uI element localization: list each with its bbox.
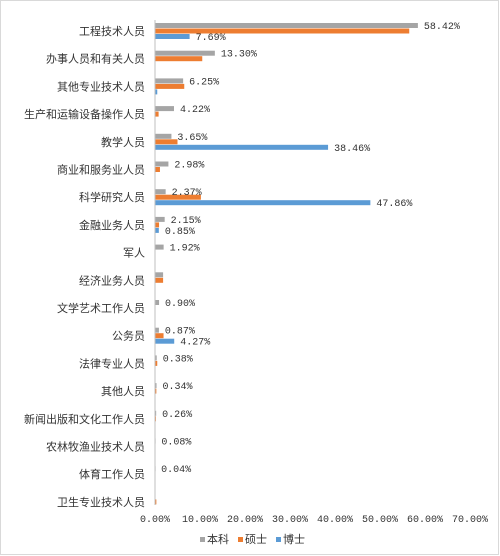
category-label: 工程技术人员: [79, 25, 145, 38]
category-labels: 工程技术人员办事人员和有关人员其他专业技术人员生产和运输设备操作人员教学人员商业…: [24, 25, 145, 509]
bar: [155, 189, 166, 195]
legend-label: 硕士: [245, 533, 267, 546]
category-label: 金融业务人员: [79, 218, 145, 232]
bar: [155, 360, 158, 366]
category-label: 军人: [123, 247, 145, 260]
x-tick-label: 70.00%: [452, 515, 488, 526]
category-label: 经济业务人员: [79, 273, 145, 287]
data-label: 2.37%: [172, 188, 202, 199]
category-label: 生产和运输设备操作人员: [24, 107, 145, 121]
data-label: 0.08%: [161, 438, 191, 449]
data-label: 58.42%: [424, 22, 460, 33]
data-labels: 58.42% 7.69% 13.30% 6.25% 4.22% 3.65% 38.46% 2.…: [161, 22, 460, 476]
category-label: 体育工作人员: [79, 467, 145, 481]
bar: [155, 139, 178, 145]
bar: [155, 34, 190, 39]
data-label: 3.65%: [177, 133, 207, 144]
bar: [155, 333, 164, 339]
data-label: 0.04%: [161, 465, 191, 476]
x-tick-label: 40.00%: [317, 515, 353, 526]
x-tick-label: 0.00%: [140, 515, 170, 526]
category-label: 文学艺术工作人员: [57, 301, 145, 315]
category-label: 其他人员: [101, 385, 145, 398]
category-label: 农林牧渔业技术人员: [46, 440, 145, 454]
category-label: 法律专业人员: [79, 356, 145, 370]
data-label: 0.85%: [165, 227, 195, 238]
bar: [155, 388, 157, 394]
x-axis: 0.00% 10.00% 20.00% 30.00% 40.00% 50.00% 60.00…: [140, 20, 488, 526]
data-label: 4.22%: [180, 105, 210, 116]
data-label: 7.69%: [196, 33, 226, 44]
category-label: 卫生专业技术人员: [57, 495, 145, 509]
bar: [155, 50, 215, 56]
data-label: 1.92%: [170, 244, 200, 255]
legend: 本科 硕士 博士: [200, 532, 305, 546]
bar: [155, 300, 160, 305]
bar: [155, 106, 174, 112]
bar: [155, 111, 159, 117]
bar: [155, 83, 185, 89]
bar: [155, 200, 371, 206]
data-label: 13.30%: [221, 50, 257, 61]
bar: [155, 277, 164, 283]
legend-label: 本科: [207, 532, 229, 546]
data-label: 2.98%: [174, 161, 204, 172]
category-label: 公务员: [112, 330, 145, 343]
legend-swatch: [200, 537, 205, 542]
bar: [155, 144, 329, 150]
bar: [155, 327, 159, 333]
bar: [155, 222, 160, 228]
bar: [155, 227, 159, 233]
bar: [155, 78, 184, 84]
bar: [155, 194, 201, 200]
data-label: 4.27%: [180, 338, 210, 349]
data-label: 6.25%: [189, 77, 219, 88]
category-label: 教学人员: [101, 135, 145, 149]
x-tick-label: 20.00%: [227, 515, 263, 526]
bar: [155, 410, 157, 416]
bar: [155, 133, 172, 139]
bar: [155, 272, 164, 278]
bar: [155, 244, 164, 250]
data-label: 0.90%: [165, 299, 195, 310]
bar: [155, 355, 157, 361]
category-label: 其他专业技术人员: [57, 79, 145, 93]
category-label: 新闻出版和文化工作人员: [24, 412, 145, 426]
category-label: 办事人员和有关人员: [46, 52, 145, 66]
bar: [155, 216, 165, 222]
bar: [155, 23, 418, 28]
x-tick-label: 50.00%: [362, 515, 398, 526]
bar: [155, 338, 175, 344]
category-label: 商业和服务业人员: [57, 163, 145, 177]
category-label: 科学研究人员: [79, 190, 145, 204]
bar: [155, 499, 157, 505]
bar: [155, 161, 169, 167]
bar: [155, 167, 160, 172]
data-label: 0.87%: [165, 327, 195, 338]
data-label: 0.38%: [163, 354, 193, 365]
data-label: 38.46%: [334, 144, 370, 155]
legend-swatch: [238, 537, 243, 542]
data-label: 0.34%: [163, 382, 193, 393]
legend-swatch: [276, 537, 281, 542]
bars-layer: [155, 23, 418, 505]
data-label: 2.15%: [171, 216, 201, 227]
x-tick-label: 10.00%: [182, 515, 218, 526]
legend-label: 博士: [283, 533, 305, 546]
data-label: 0.26%: [162, 410, 192, 421]
bar: [155, 28, 410, 34]
data-label: 47.86%: [376, 199, 412, 210]
bar: [155, 89, 158, 95]
x-tick-label: 30.00%: [272, 515, 308, 526]
bar: [155, 56, 203, 62]
bar: [155, 383, 157, 389]
x-tick-label: 60.00%: [407, 515, 443, 526]
